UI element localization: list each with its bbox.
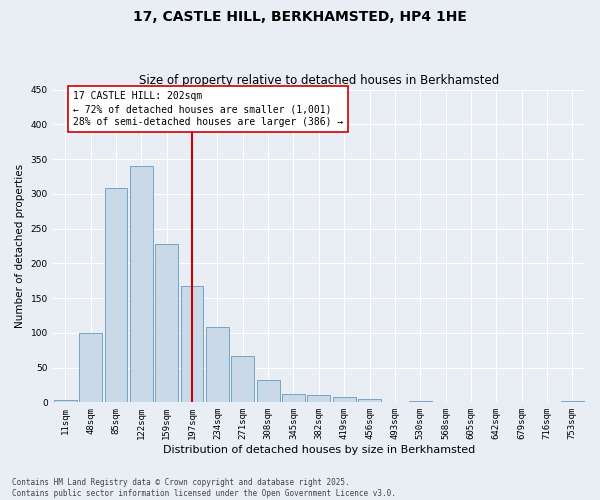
Bar [206,328,229,402]
Bar [409,401,431,402]
Bar [104,188,127,402]
Bar [232,356,254,403]
Bar [181,286,203,403]
Bar [358,399,381,402]
Title: Size of property relative to detached houses in Berkhamsted: Size of property relative to detached ho… [139,74,499,87]
Text: Contains HM Land Registry data © Crown copyright and database right 2025.
Contai: Contains HM Land Registry data © Crown c… [12,478,396,498]
Bar [333,398,356,402]
Text: 17 CASTLE HILL: 202sqm
← 72% of detached houses are smaller (1,001)
28% of semi-: 17 CASTLE HILL: 202sqm ← 72% of detached… [73,91,343,128]
Y-axis label: Number of detached properties: Number of detached properties [15,164,25,328]
Bar [54,400,77,402]
X-axis label: Distribution of detached houses by size in Berkhamsted: Distribution of detached houses by size … [163,445,475,455]
Bar [561,401,584,402]
Text: 17, CASTLE HILL, BERKHAMSTED, HP4 1HE: 17, CASTLE HILL, BERKHAMSTED, HP4 1HE [133,10,467,24]
Bar [79,333,102,402]
Bar [257,380,280,402]
Bar [282,394,305,402]
Bar [130,166,153,402]
Bar [155,244,178,402]
Bar [307,396,330,402]
